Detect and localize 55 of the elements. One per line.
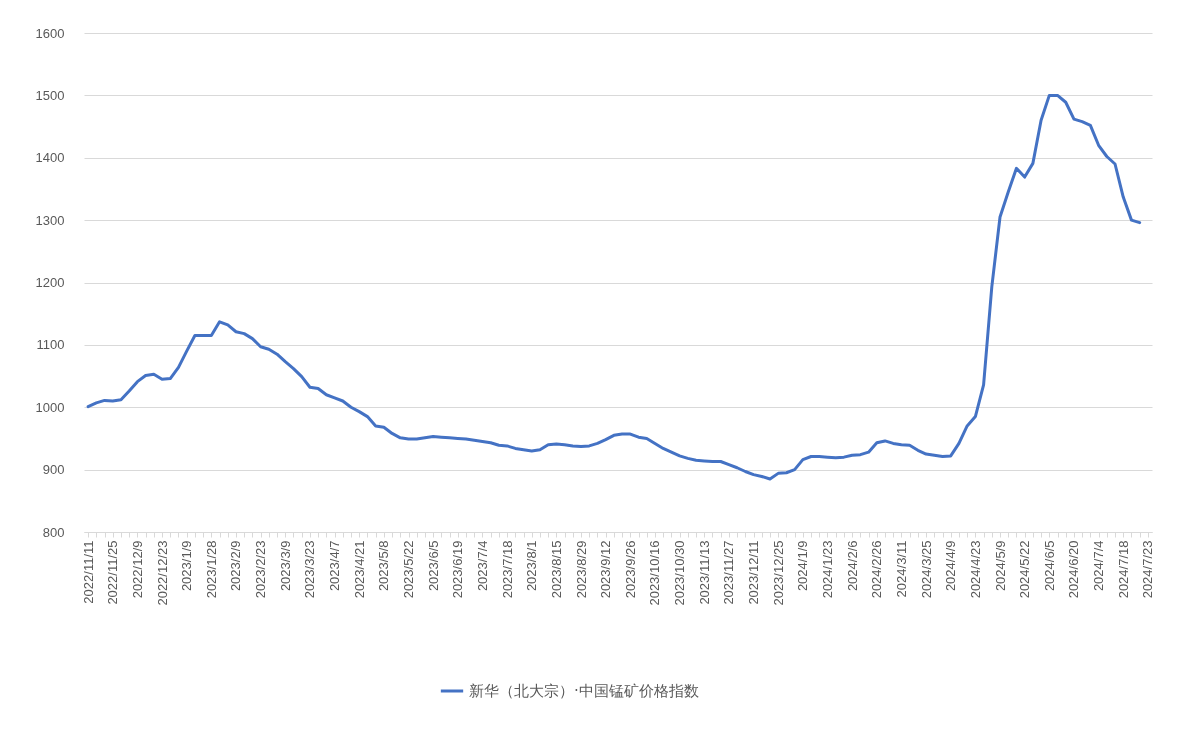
x-tick-label: 2023/11/13 [696,540,712,605]
x-tick-label: 2024/7/18 [1115,540,1131,599]
x-tick-label: 2023/2/23 [253,540,269,599]
x-tick-label: 2023/5/8 [376,540,392,592]
y-tick-label: 900 [42,462,65,478]
x-tick-label: 2023/1/28 [203,540,219,599]
x-tick-label: 2024/6/20 [1066,540,1082,599]
x-tick-label: 2024/5/22 [1017,540,1033,599]
x-tick-label: 2023/9/26 [622,540,638,599]
x-tick-label: 2023/3/23 [302,540,318,599]
x-tick-label: 2023/5/22 [401,540,417,599]
x-tick-label: 2024/3/25 [918,540,934,599]
x-tick-label: 2024/3/11 [893,540,909,598]
x-tick-label: 2023/12/25 [770,540,786,606]
y-tick-label: 1200 [35,275,65,290]
x-tick-label: 2023/8/29 [573,540,589,599]
x-tick-label: 2024/7/4 [1091,540,1107,592]
y-tick-label: 1100 [36,337,65,353]
x-tick-label: 2022/12/9 [129,540,145,599]
x-tick-label: 2023/4/21 [351,540,367,599]
y-tick-label: 1000 [35,399,65,415]
x-tick-label: 2024/4/23 [967,540,983,599]
x-tick-label: 2023/6/5 [425,540,441,592]
x-tick-label: 2023/1/9 [179,540,195,592]
x-tick-label: 2023/9/12 [598,540,614,599]
y-tick-label: 800 [42,524,65,540]
y-tick-label: 1500 [35,87,65,103]
x-tick-label: 2023/7/18 [499,540,515,599]
x-tick-label: 2023/7/4 [474,540,490,592]
x-tick-label: 2022/11/11 [80,540,96,604]
x-tick-label: 2023/12/11 [746,540,762,605]
x-tick-label: 2022/11/25 [105,540,121,605]
x-tick-label: 2024/2/26 [869,540,885,599]
x-tick-label: 2024/1/9 [795,540,811,592]
legend-label: 新华（北大宗）·中国锰矿价格指数 [469,682,699,700]
x-tick-label: 2023/10/30 [672,540,688,606]
x-tick-label: 2024/7/23 [1140,540,1156,599]
x-tick-label: 2022/12/23 [154,540,170,606]
y-tick-label: 1300 [35,212,65,228]
y-tick-label: 1400 [35,150,65,166]
x-tick-label: 2024/6/5 [1041,540,1057,592]
x-tick-label: 2023/10/16 [647,540,663,606]
x-tick-label: 2023/4/7 [327,540,343,592]
x-tick-label: 2023/8/15 [548,540,564,599]
y-tick-label: 1600 [35,25,65,41]
x-tick-label: 2023/3/9 [277,540,293,592]
x-tick-label: 2023/8/1 [524,540,540,592]
x-tick-label: 2024/4/9 [943,540,959,592]
line-series [86,93,1142,481]
x-tick-label: 2024/5/9 [992,540,1008,592]
x-tick-label: 2023/11/27 [721,540,737,605]
x-tick-label: 2023/2/9 [228,540,244,592]
x-tick-label: 2024/1/23 [819,540,835,599]
x-tick-label: 2024/2/6 [844,540,860,592]
x-tick-label: 2023/6/19 [450,540,466,599]
